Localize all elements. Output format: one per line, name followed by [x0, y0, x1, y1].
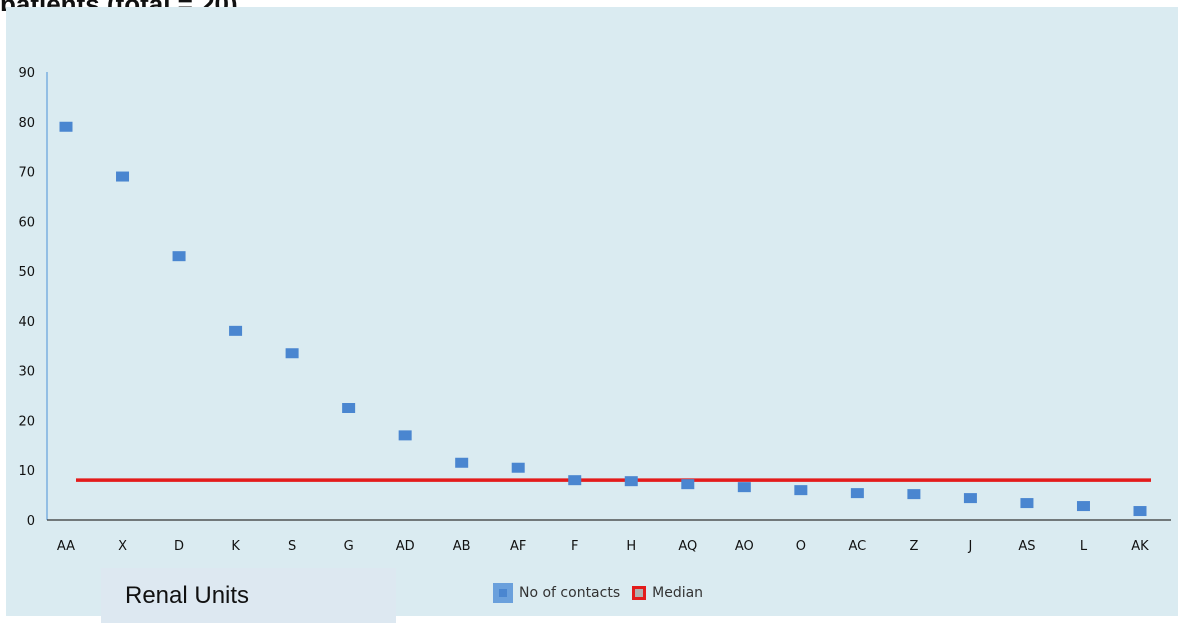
x-tick-label: H	[626, 539, 636, 554]
y-tick-label: 50	[18, 265, 35, 280]
data-point	[1020, 498, 1033, 508]
y-tick-labels: 0 10 20 30 40 50 60 70 80 90	[18, 66, 35, 529]
data-point	[625, 476, 638, 486]
x-tick-label: F	[571, 539, 578, 554]
data-point	[851, 488, 864, 498]
legend-item-median: Median	[632, 585, 703, 601]
x-tick-label: G	[344, 539, 354, 554]
data-point	[173, 251, 186, 261]
legend-label-median: Median	[652, 585, 703, 601]
x-tick-label: AC	[848, 539, 866, 554]
data-point	[512, 463, 525, 473]
data-point	[907, 489, 920, 499]
x-tick-labels: AA X D K S G AD AB AF F H AQ AO O AC Z J AS L AK	[57, 539, 1149, 554]
data-point	[964, 493, 977, 503]
data-point	[286, 348, 299, 358]
y-tick-label: 70	[18, 166, 35, 181]
y-tick-label: 40	[18, 315, 35, 330]
legend-item-contacts: No of contacts	[493, 583, 620, 603]
data-point	[794, 485, 807, 495]
data-point	[399, 430, 412, 440]
y-tick-label: 0	[27, 514, 35, 529]
x-tick-label: AQ	[678, 539, 697, 554]
x-tick-label: S	[288, 539, 296, 554]
x-tick-label: D	[174, 539, 184, 554]
x-tick-label: L	[1080, 539, 1088, 554]
y-tick-label: 60	[18, 215, 35, 230]
legend-label-contacts: No of contacts	[519, 585, 620, 601]
y-tick-label: 80	[18, 116, 35, 131]
x-tick-label: AA	[57, 539, 75, 554]
data-point	[681, 479, 694, 489]
x-tick-label: AB	[453, 539, 471, 554]
x-tick-label: AF	[510, 539, 526, 554]
y-tick-label: 30	[18, 365, 35, 380]
data-point	[342, 403, 355, 413]
data-point	[568, 475, 581, 485]
x-tick-label: Z	[909, 539, 918, 554]
y-tick-label: 20	[18, 414, 35, 429]
chart-panel: 0 10 20 30 40 50 60 70 80 90 AA X D K S G AD AB AF F H AQ AO O…	[6, 7, 1178, 616]
x-tick-label: AK	[1131, 539, 1149, 554]
x-tick-label: AO	[735, 539, 754, 554]
legend-swatch-contacts	[493, 583, 513, 603]
x-axis-label-box: Renal Units	[101, 568, 396, 623]
x-axis-label: Renal Units	[125, 582, 249, 610]
legend: No of contacts Median	[493, 582, 715, 604]
legend-swatch-median	[632, 586, 646, 600]
data-point	[1134, 506, 1147, 516]
y-tick-label: 90	[18, 66, 35, 81]
x-tick-label: AS	[1018, 539, 1035, 554]
x-tick-label: X	[118, 539, 127, 554]
data-point	[1077, 501, 1090, 511]
data-point	[60, 122, 73, 132]
data-point	[229, 326, 242, 336]
x-tick-label: AD	[396, 539, 415, 554]
x-tick-label: J	[967, 539, 972, 554]
x-tick-label: O	[796, 539, 806, 554]
contact-points	[60, 122, 1147, 516]
x-tick-label: K	[231, 539, 240, 554]
data-point	[455, 458, 468, 468]
y-tick-label: 10	[18, 464, 35, 479]
data-point	[116, 172, 129, 182]
chart-svg: 0 10 20 30 40 50 60 70 80 90 AA X D K S G AD AB AF F H AQ AO O…	[6, 7, 1178, 616]
data-point	[738, 482, 751, 492]
